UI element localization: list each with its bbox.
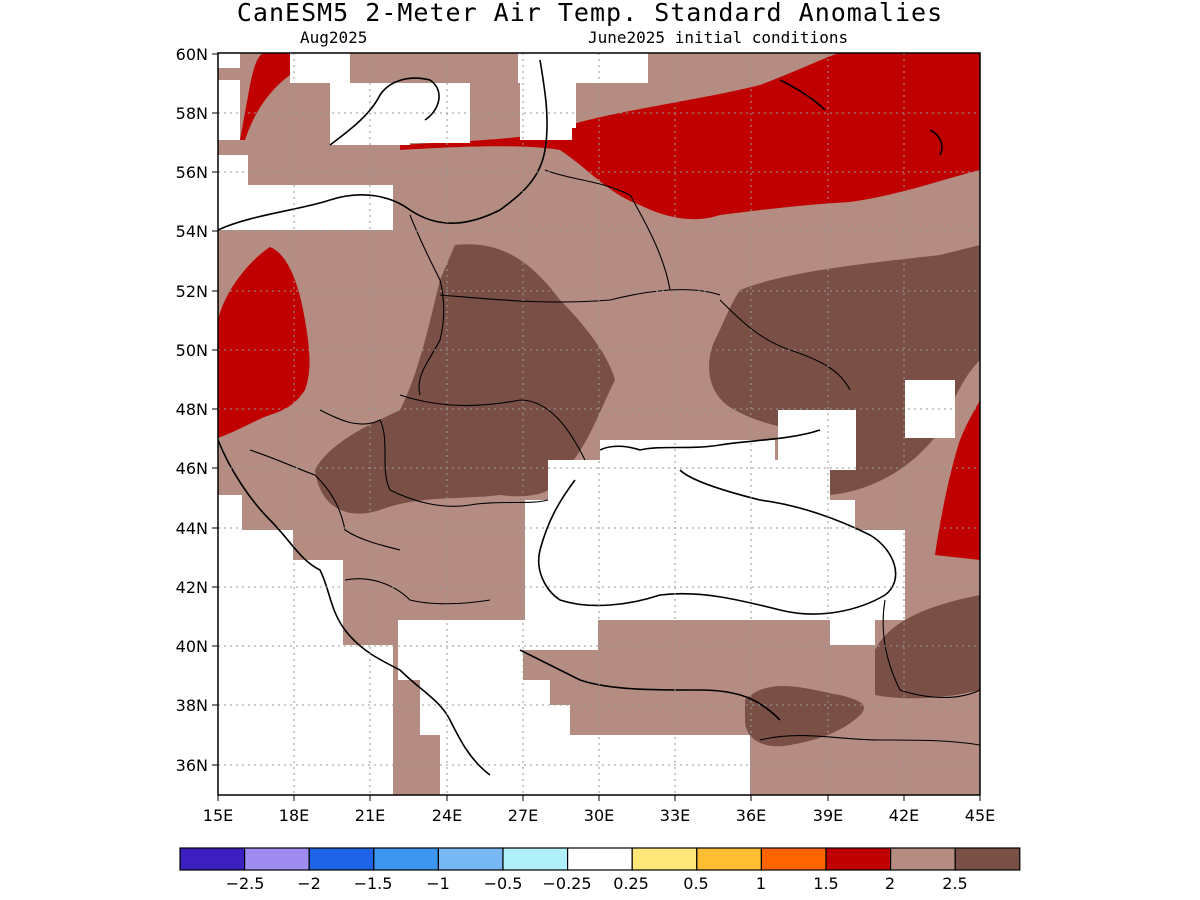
colorbar (179, 847, 1021, 871)
colorbar-label: −0.5 (484, 874, 523, 893)
lon-label: 30E (584, 806, 614, 825)
graticule (218, 53, 980, 795)
colorbar-swatch (954, 847, 1021, 871)
colorbar-label: −1.5 (354, 874, 393, 893)
colorbar-swatch (244, 847, 310, 871)
colorbar-label: −2.5 (226, 874, 265, 893)
lat-label: 46N (176, 459, 208, 478)
lon-label: 15E (203, 806, 233, 825)
lat-label: 60N (176, 45, 208, 64)
anomaly-shading-2-5-central (315, 244, 615, 514)
anomaly-shading-2-north (400, 53, 980, 220)
longitude-axis (217, 795, 981, 801)
colorbar-swatch (889, 847, 956, 871)
colorbar-swatch (631, 847, 698, 871)
latitude-labels: 60N 58N 56N 54N 52N 50N 48N 46N 44N 42N … (176, 45, 208, 775)
colorbar-label: 2 (885, 874, 895, 893)
longitude-labels: 15E 18E 21E 24E 27E 30E 33E 36E 39E 42E … (203, 806, 995, 825)
colorbar-swatch (502, 847, 569, 871)
anomaly-shading-2-5-southeast (875, 595, 980, 699)
colorbar-label: −2 (297, 874, 321, 893)
lon-label: 33E (660, 806, 690, 825)
colorbar-swatch (825, 847, 892, 871)
lon-label: 45E (965, 806, 995, 825)
lat-label: 42N (176, 578, 208, 597)
colorbar-label: −1 (426, 874, 450, 893)
lon-label: 18E (279, 806, 309, 825)
colorbar-label: 1 (756, 874, 766, 893)
anomaly-shading-2-west (218, 247, 310, 438)
lat-label: 58N (176, 104, 208, 123)
lon-label: 27E (508, 806, 538, 825)
colorbar-label: 1.5 (813, 874, 838, 893)
lat-label: 36N (176, 756, 208, 775)
country-borders (249, 169, 980, 746)
colorbar-swatch (760, 847, 827, 871)
colorbar-swatch (179, 847, 246, 871)
colorbar-label: 0.5 (683, 874, 708, 893)
coastlines (218, 59, 943, 776)
colorbar-label: 0.25 (613, 874, 649, 893)
near-normal-cells (218, 53, 955, 795)
lon-label: 24E (432, 806, 462, 825)
lat-label: 52N (176, 282, 208, 301)
lat-label: 44N (176, 519, 208, 538)
map-title: CanESM5 2-Meter Air Temp. Standard Anoma… (236, 0, 944, 27)
lat-label: 54N (176, 222, 208, 241)
lon-label: 39E (813, 806, 843, 825)
lat-label: 50N (176, 341, 208, 360)
lon-label: 36E (736, 806, 766, 825)
colorbar-swatch (437, 847, 504, 871)
colorbar-label: 2.5 (942, 874, 967, 893)
colorbar-labels: −2.5 −2 −1.5 −1 −0.5 −0.25 0.25 0.5 1 1.… (226, 874, 968, 893)
colorbar-swatch (373, 847, 439, 871)
colorbar-swatch (566, 847, 633, 871)
latitude-axis (212, 53, 218, 766)
initial-conditions-label: June2025 initial conditions (588, 28, 849, 47)
lat-label: 38N (176, 696, 208, 715)
lat-label: 56N (176, 163, 208, 182)
colorbar-swatch (696, 847, 762, 871)
anomaly-shading-2-east (935, 400, 980, 560)
lat-label: 48N (176, 400, 208, 419)
lat-label: 40N (176, 637, 208, 656)
colorbar-label: −0.25 (542, 874, 591, 893)
anomaly-shading-2-5-anatolia (745, 685, 864, 747)
lon-label: 42E (889, 806, 919, 825)
valid-month-label: Aug2025 (300, 28, 368, 47)
anomaly-shading-2-northwest (240, 53, 290, 140)
colorbar-swatch (308, 847, 375, 871)
lon-label: 21E (355, 806, 385, 825)
